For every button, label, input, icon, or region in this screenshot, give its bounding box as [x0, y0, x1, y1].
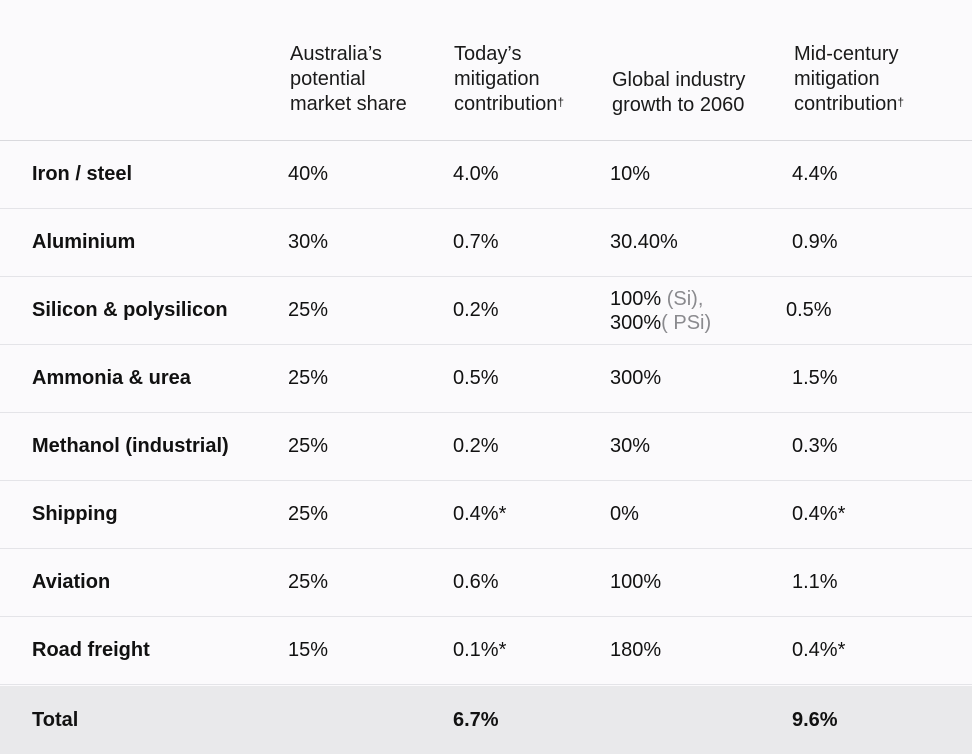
total-row: Total 6.7% 9.6% — [0, 686, 972, 754]
row-label: Ammonia & urea — [32, 367, 191, 389]
market-share-cell: 30% — [288, 231, 329, 253]
table-row: Road freight 15% 0.1%* 180% 0.4%* — [0, 617, 972, 685]
table-row: Aluminium 30% 0.7% 30.40% 0.9% — [0, 209, 972, 277]
row-label: Road freight — [32, 639, 150, 661]
header-midcentury-mitigation: Mid-century mitigation contribution† — [794, 43, 905, 115]
midcentury-mitigation-cell: 0.4%* — [792, 503, 846, 525]
header-today-mitigation: Today’s mitigation contribution† — [454, 43, 565, 115]
today-mitigation-cell: 0.6% — [453, 571, 499, 593]
growth-cell: 300% — [610, 367, 662, 389]
growth-cell: 100% (Si), 300%( PSi) — [610, 277, 711, 344]
midcentury-mitigation-cell: 1.1% — [792, 571, 838, 593]
growth-value: 300% — [610, 311, 662, 334]
table-header: Australia’s potential market share Today… — [0, 0, 972, 141]
today-mitigation-cell: 0.5% — [453, 367, 499, 389]
market-share-cell: 25% — [288, 435, 329, 457]
table-row: Methanol (industrial) 25% 0.2% 30% 0.3% — [0, 413, 972, 481]
table-row: Ammonia & urea 25% 0.5% 300% 1.5% — [0, 345, 972, 413]
midcentury-mitigation-cell: 4.4% — [792, 163, 838, 185]
table-row: Aviation 25% 0.6% 100% 1.1% — [0, 549, 972, 617]
growth-note: (Si), — [661, 287, 704, 310]
market-share-cell: 25% — [288, 299, 329, 321]
midcentury-mitigation-cell: 0.5% — [786, 299, 832, 321]
today-mitigation-cell: 0.2% — [453, 435, 499, 457]
table-row: Silicon & polysilicon 25% 0.2% 100% (Si)… — [0, 277, 972, 345]
table-row: Shipping 25% 0.4%* 0% 0.4%* — [0, 481, 972, 549]
row-label: Aviation — [32, 571, 111, 593]
market-share-cell: 25% — [288, 571, 329, 593]
growth-cell: 180% — [610, 639, 662, 661]
total-today-mitigation: 6.7% — [453, 708, 499, 731]
midcentury-mitigation-cell: 0.4%* — [792, 639, 846, 661]
today-mitigation-cell: 0.1%* — [453, 639, 507, 661]
row-label: Methanol (industrial) — [32, 435, 229, 457]
midcentury-mitigation-cell: 1.5% — [792, 367, 838, 389]
row-label: Aluminium — [32, 231, 136, 253]
market-share-cell: 40% — [288, 163, 329, 185]
market-share-cell: 25% — [288, 367, 329, 389]
growth-cell: 10% — [610, 163, 651, 185]
growth-cell: 30.40% — [610, 231, 678, 253]
midcentury-mitigation-cell: 0.9% — [792, 231, 838, 253]
growth-cell: 30% — [610, 435, 651, 457]
today-mitigation-cell: 0.7% — [453, 231, 499, 253]
row-label: Shipping — [32, 503, 118, 525]
row-label: Iron / steel — [32, 163, 133, 185]
market-share-cell: 15% — [288, 639, 329, 661]
row-label: Silicon & polysilicon — [32, 299, 228, 321]
market-share-cell: 25% — [288, 503, 329, 525]
growth-value: 100% — [610, 287, 662, 310]
growth-cell: 0% — [610, 503, 639, 525]
today-mitigation-cell: 4.0% — [453, 163, 499, 185]
today-mitigation-cell: 0.2% — [453, 299, 499, 321]
header-global-growth: Global industry growth to 2060 — [612, 69, 746, 116]
total-label: Total — [32, 708, 79, 731]
midcentury-mitigation-cell: 0.3% — [792, 435, 838, 457]
table-row: Iron / steel 40% 4.0% 10% 4.4% — [0, 141, 972, 209]
growth-note: ( PSi) — [661, 311, 712, 334]
header-market-share: Australia’s potential market share — [290, 43, 407, 115]
today-mitigation-cell: 0.4%* — [453, 503, 507, 525]
total-midcentury-mitigation: 9.6% — [792, 708, 838, 731]
growth-cell: 100% — [610, 571, 662, 593]
